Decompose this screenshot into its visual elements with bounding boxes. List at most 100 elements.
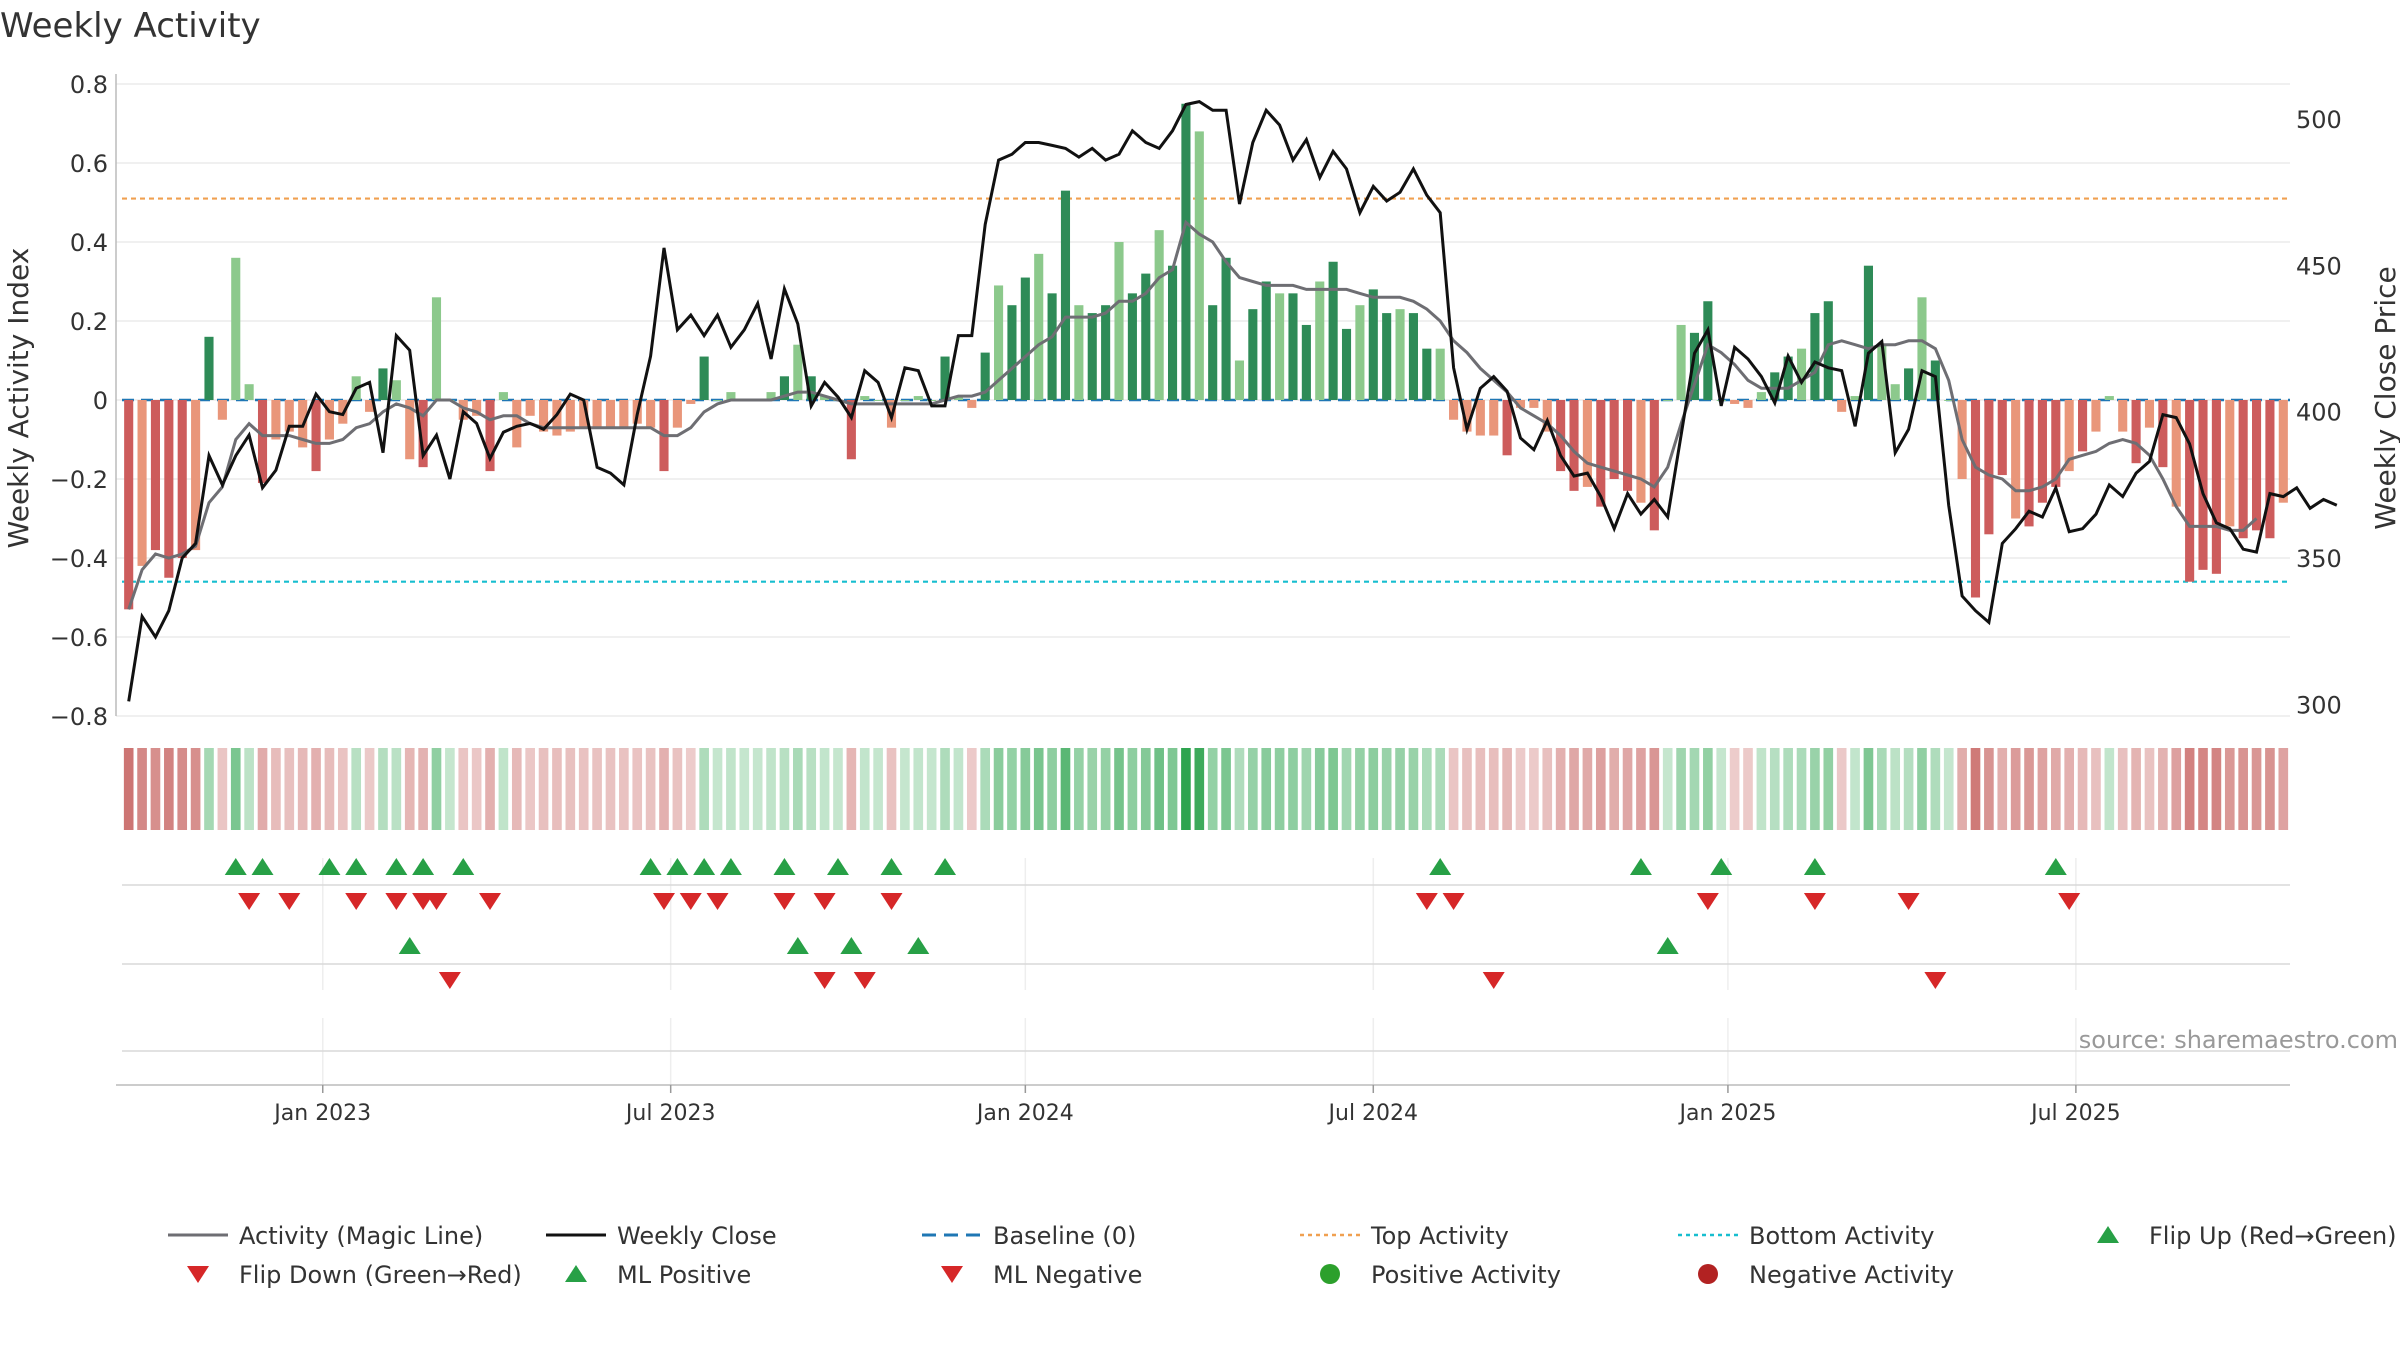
flip-down-marker — [1803, 893, 1826, 910]
activity-bar — [257, 400, 268, 483]
y-tick-label: −0.4 — [50, 545, 108, 573]
legend-up-icon — [2097, 1226, 2119, 1243]
activity-bar — [1890, 384, 1900, 400]
flip-up-marker — [345, 858, 368, 875]
flip-down-marker — [679, 893, 702, 910]
activity-bar — [365, 400, 375, 412]
flip-down-marker — [2058, 893, 2081, 910]
activity-bar — [712, 400, 723, 401]
heat-cell — [779, 748, 790, 830]
flip-down-marker — [385, 893, 408, 910]
heat-cell — [1877, 748, 1887, 830]
heat-cell — [1502, 748, 1512, 830]
heat-cell — [1529, 748, 1539, 830]
activity-bar — [1823, 301, 1833, 400]
heat-cell — [1997, 748, 2008, 830]
activity-bar — [793, 344, 803, 400]
heat-cell — [699, 748, 709, 830]
activity-bar — [1181, 103, 1191, 400]
legend-label: Positive Activity — [1371, 1261, 1561, 1289]
activity-bar — [1315, 281, 1325, 400]
heat-cell — [645, 748, 656, 830]
activity-bar — [953, 396, 963, 400]
activity-bar — [1623, 400, 1633, 491]
ml-negative-marker — [813, 972, 836, 989]
activity-bar — [1449, 400, 1459, 420]
flip-down-marker — [1696, 893, 1719, 910]
heat-cell — [2211, 748, 2222, 830]
heat-cell — [2144, 748, 2155, 830]
activity-bar — [2265, 400, 2275, 539]
activity-bar — [1114, 242, 1124, 400]
heat-cell — [1435, 748, 1446, 830]
heat-cell — [337, 748, 348, 830]
heat-cell — [632, 748, 643, 830]
heat-cell — [619, 748, 629, 830]
heat-cell — [2278, 748, 2289, 830]
heat-cell — [2037, 748, 2048, 830]
activity-bar — [2011, 400, 2021, 519]
heat-cell — [284, 748, 295, 830]
activity-bar — [1047, 293, 1057, 400]
heat-cell — [605, 748, 616, 830]
heat-cell — [886, 748, 897, 830]
heat-cell — [1408, 748, 1419, 830]
x-tick-label: Jul 2023 — [624, 1101, 716, 1126]
flip-markers-panel — [122, 858, 2290, 1052]
heat-cell — [351, 748, 362, 830]
activity-bar — [1208, 305, 1218, 400]
heat-cell — [1836, 748, 1847, 830]
heat-cell — [1154, 748, 1164, 830]
activity-bar — [726, 392, 736, 400]
heat-cell — [217, 748, 228, 830]
legend: Activity (Magic Line) Weekly Close Baselin… — [168, 1222, 2397, 1289]
heat-cell — [2198, 748, 2208, 830]
weekly-close-line — [127, 100, 2338, 702]
heat-cell — [2117, 748, 2128, 830]
heat-cell — [1395, 748, 1405, 830]
flip-up-marker — [1710, 858, 1733, 875]
flip-up-marker — [318, 858, 341, 875]
heat-cell — [2131, 748, 2141, 830]
heat-cell — [1729, 748, 1740, 830]
activity-bar — [1944, 400, 1954, 401]
legend-circle-icon — [1698, 1264, 1718, 1284]
activity-bar — [605, 400, 616, 428]
heat-cell — [257, 748, 268, 830]
activity-bar — [1167, 265, 1178, 400]
legend-label: Baseline (0) — [993, 1222, 1136, 1250]
heat-cell — [311, 748, 321, 830]
heat-cell — [1248, 748, 1258, 830]
y-tick-label: 0.6 — [70, 150, 108, 178]
activity-bar — [2064, 400, 2074, 472]
legend-item: Negative Activity — [1698, 1261, 1954, 1289]
activity-bar — [927, 400, 937, 401]
activity-bars — [124, 103, 2288, 610]
heat-cell — [2171, 748, 2182, 830]
activity-bar — [512, 400, 522, 448]
activity-bar — [1154, 230, 1164, 400]
heat-cell — [271, 748, 281, 830]
flip-down-marker — [425, 893, 448, 910]
activity-bar — [204, 336, 214, 400]
activity-bar — [1502, 400, 1512, 456]
activity-bar — [2238, 400, 2248, 539]
activity-bar — [1529, 400, 1539, 408]
flip-down-marker — [706, 893, 729, 910]
activity-bar — [1007, 305, 1017, 400]
y2-tick-label: 400 — [2296, 399, 2342, 427]
heat-cell — [806, 748, 817, 830]
heat-cell — [1221, 748, 1231, 830]
heat-cell — [1314, 748, 1325, 830]
heat-cell — [1007, 748, 1017, 830]
activity-bar — [1970, 400, 1981, 598]
activity-bar — [686, 400, 696, 404]
activity-bar — [1596, 400, 1606, 507]
heat-cell — [1328, 748, 1338, 830]
legend-circle-icon — [1320, 1264, 1340, 1284]
activity-bar — [619, 400, 629, 428]
heat-cell — [538, 748, 549, 830]
legend-label: Top Activity — [1370, 1222, 1509, 1250]
activity-bar — [1087, 313, 1097, 400]
activity-bar — [1703, 301, 1713, 400]
